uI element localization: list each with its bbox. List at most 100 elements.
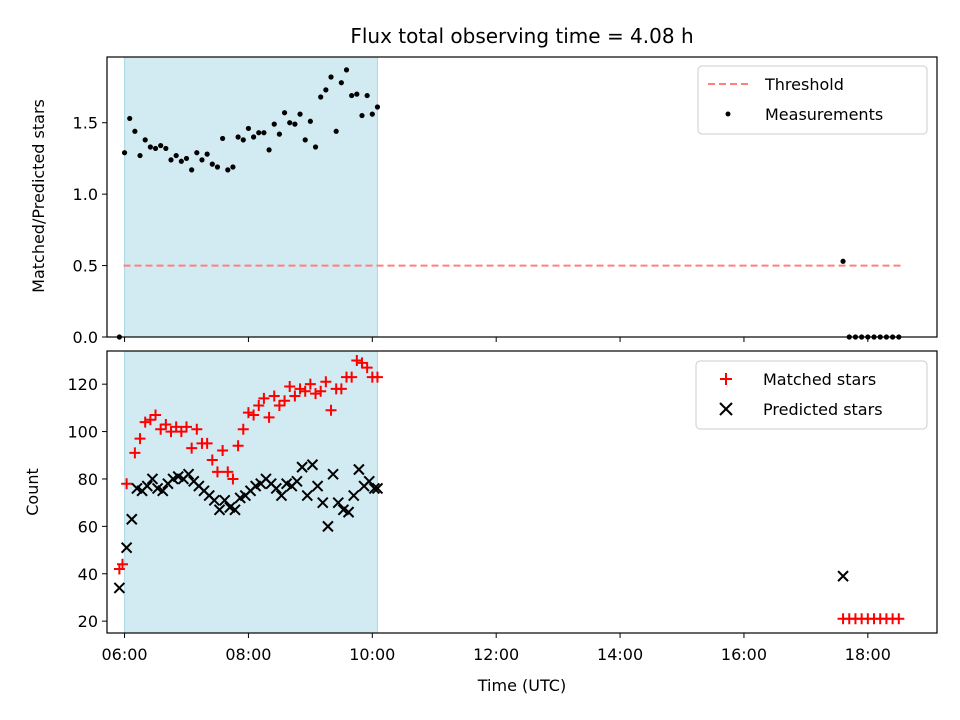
- ratio-y-tick-label: 0.5: [73, 257, 98, 276]
- measurements-point: [147, 144, 153, 150]
- measurements-point: [204, 151, 210, 157]
- ratio-y-tick-label: 1.5: [73, 114, 98, 133]
- count-x-tick-label: 06:00: [101, 645, 147, 664]
- ratio-plot-area: 0.0 0.5 1.0 1.5: [73, 56, 902, 347]
- predicted-stars-marker: [371, 482, 384, 495]
- predicted-stars-marker: [291, 475, 303, 488]
- measurements-point: [127, 115, 133, 122]
- count-plot-area: 20 40 60 80 100 120 06:00 08:00 10:00 12:00 14:00 1…: [67, 350, 905, 664]
- predicted-stars-marker: [353, 463, 365, 476]
- measurements-point: [276, 131, 283, 137]
- measurements-point: [318, 94, 324, 100]
- matched-stars-marker: [893, 613, 905, 625]
- measurements-point: [245, 125, 252, 132]
- measurements-point: [168, 157, 174, 163]
- measurements-point: [281, 110, 288, 116]
- predicted-stars-marker: [182, 468, 195, 480]
- predicted-stars-marker: [213, 504, 226, 516]
- matched-stars-marker: [320, 376, 332, 388]
- ratio-panel: Flux total observing time = 4.08 h Match…: [29, 24, 938, 347]
- ratio-y-tick-label: 1.0: [73, 185, 98, 204]
- measurements-point: [220, 135, 226, 142]
- measurements-point: [121, 150, 128, 156]
- predicted-stars-marker: [208, 494, 221, 507]
- ratio-legend-box: [697, 65, 928, 135]
- matched-stars-marker: [155, 423, 167, 435]
- matched-legend-swatch: [720, 373, 732, 385]
- matched-stars-marker: [165, 426, 177, 438]
- predicted-stars-marker: [229, 504, 241, 516]
- measurements-point: [256, 130, 262, 136]
- matched-stars-marker: [258, 392, 270, 404]
- measurements-point: [354, 91, 360, 97]
- measurements-point: [137, 152, 143, 159]
- measurements-point: [374, 104, 381, 110]
- measurements-point: [307, 118, 313, 124]
- y-axis-label-ratio: Matched/Predicted stars: [29, 99, 48, 293]
- measurements-point: [163, 145, 169, 152]
- matched-stars-marker: [139, 416, 151, 428]
- measurements-legend-swatch: [725, 111, 731, 117]
- matched-stars-marker: [180, 421, 192, 433]
- measurements-point: [152, 145, 159, 152]
- matched-stars-marker: [289, 390, 301, 402]
- predicted-stars-marker: [296, 461, 308, 473]
- count-y-tick-label: 20: [78, 612, 98, 631]
- measurements-point: [312, 144, 319, 150]
- matched-stars-marker: [170, 421, 182, 433]
- predicted-stars-marker: [837, 570, 849, 582]
- matched-stars-marker: [304, 378, 316, 390]
- measurements-point: [209, 161, 215, 167]
- count-x-tick-label: 16:00: [721, 645, 767, 664]
- matched-stars-marker: [268, 390, 280, 402]
- measurements-point: [183, 155, 190, 162]
- predicted-stars-marker: [306, 459, 319, 471]
- predicted-legend-label: Predicted stars: [763, 400, 883, 419]
- count-legend-box: [695, 360, 928, 430]
- count-y-tick-label: 120: [67, 375, 98, 394]
- ratio-plot-frame: [106, 56, 938, 338]
- x-axis-label: Time (UTC): [477, 676, 566, 695]
- matched-stars-marker: [227, 473, 239, 485]
- measurements-point: [328, 74, 334, 80]
- count-legend: Matched stars Predicted stars: [695, 360, 928, 430]
- chart-title: Flux total observing time = 4.08 h: [350, 24, 693, 48]
- matched-stars-marker: [237, 423, 249, 435]
- measurements-point: [158, 142, 164, 149]
- count-panel: Count Time (UTC) 20 40 60 80 100 120 06:00 08:0…: [23, 350, 938, 695]
- measurements-point: [297, 111, 303, 117]
- predicted-stars-marker: [332, 496, 344, 509]
- predicted-stars-marker: [322, 520, 334, 533]
- measurements-point: [230, 164, 236, 170]
- predicted-stars-marker: [342, 506, 355, 518]
- count-y-tick-label: 40: [78, 565, 98, 584]
- matched-stars-marker: [144, 414, 156, 426]
- predicted-stars-marker: [141, 480, 153, 492]
- matched-stars-marker: [294, 383, 306, 395]
- count-x-tick-label: 12:00: [473, 645, 519, 664]
- count-plot-frame: [106, 350, 938, 634]
- matched-stars-marker: [191, 423, 203, 435]
- measurements-point: [225, 167, 231, 173]
- measurements-point: [840, 258, 846, 264]
- measurements-point: [142, 137, 148, 143]
- ratio-y-tick-label: 0.0: [73, 328, 98, 347]
- matched-stars-marker: [351, 354, 363, 366]
- predicted-stars-marker: [275, 489, 288, 502]
- measurements-point: [199, 157, 205, 163]
- matched-stars-marker: [263, 411, 275, 423]
- predicted-stars-marker: [120, 541, 133, 554]
- predicted-legend-swatch: [719, 402, 733, 416]
- count-x-tick-label: 14:00: [597, 645, 643, 664]
- ratio-observing-span: [124, 56, 378, 338]
- measurements-point: [132, 128, 138, 134]
- matched-stars-marker: [279, 395, 291, 407]
- matched-stars-marker: [325, 404, 337, 416]
- measurements-point: [235, 134, 241, 140]
- matched-stars-marker: [217, 445, 229, 457]
- matched-stars-marker: [175, 426, 187, 438]
- count-y-tick-label: 60: [78, 517, 98, 536]
- matched-stars-marker: [206, 454, 218, 466]
- count-x-tick-label: 10:00: [349, 645, 395, 664]
- matched-stars-marker: [346, 371, 358, 383]
